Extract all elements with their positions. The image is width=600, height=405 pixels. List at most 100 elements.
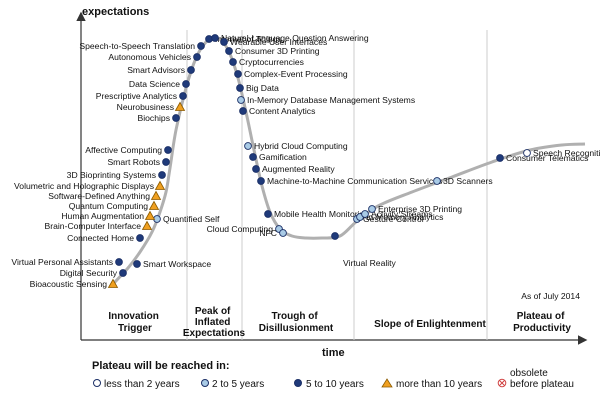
marker-machine-to-machine-communication-services	[257, 177, 265, 185]
label-nfc: NFC	[259, 228, 277, 238]
marker-big-data	[236, 84, 244, 92]
label-wearable-user-interfaces: Wearable User Interfaces	[230, 37, 327, 47]
marker-complex-event-processing	[234, 70, 242, 78]
marker-consumer-3d-printing	[225, 47, 233, 55]
label-human-augmentation: Human Augmentation	[61, 211, 144, 221]
label-speech-recognition: Speech Recognition	[533, 148, 600, 158]
marker-in-memory-database-management-systems	[237, 96, 245, 104]
marker-speech-to-speech-translation	[197, 42, 205, 50]
label-gesture-control: Gesture Control	[363, 214, 424, 224]
phase-label-slope: Slope of Enlightenment	[374, 319, 486, 330]
label-consumer-3d-printing: Consumer 3D Printing	[235, 46, 320, 56]
label-affective-computing: Affective Computing	[85, 145, 162, 155]
legend-title: Plateau will be reached in:	[92, 360, 230, 372]
legend-label-obsolete-line2: before plateau	[510, 379, 574, 390]
label-gamification: Gamification	[259, 152, 307, 162]
marker-neurobusiness	[174, 101, 186, 111]
label-volumetric-and-holographic-displays: Volumetric and Holographic Displays	[14, 181, 154, 191]
legend-marker-gt10	[381, 378, 393, 388]
legend-label-obsolete-line1: obsolete	[510, 368, 548, 379]
marker-biochips	[172, 114, 180, 122]
phase-label-trigger: Innovation Trigger	[108, 311, 161, 334]
y-axis-title: expectations	[82, 6, 149, 18]
legend-item-gt10: more than 10 years	[381, 378, 482, 390]
marker-virtual-personal-assistants	[115, 258, 123, 266]
marker-data-science	[182, 80, 190, 88]
marker-digital-security	[119, 269, 127, 277]
label-mobile-health-monitoring: Mobile Health Monitoring	[274, 209, 369, 219]
marker-volumetric-and-holographic-displays	[154, 180, 166, 190]
marker-connected-home	[136, 234, 144, 242]
marker-human-augmentation	[144, 210, 156, 220]
legend-marker-lt2	[93, 379, 101, 387]
legend-item-5to10: 5 to 10 years	[294, 379, 364, 390]
legend-label-2to5: 2 to 5 years	[212, 379, 264, 390]
legend-marker-5to10	[294, 379, 302, 387]
label-cryptocurrencies: Cryptocurrencies	[239, 57, 304, 67]
label-hybrid-cloud-computing: Hybrid Cloud Computing	[254, 141, 348, 151]
marker-bioacoustic-sensing	[107, 278, 119, 288]
marker-virtual-reality	[331, 232, 339, 240]
label-connected-home: Connected Home	[67, 233, 134, 243]
marker-smart-robots	[162, 158, 170, 166]
label-virtual-personal-assistants: Virtual Personal Assistants	[11, 257, 113, 267]
phase-label-trough: Trough of Disillusionment	[259, 311, 334, 334]
phase-label-peak: Peak of Inflated Expectations	[183, 306, 246, 339]
legend-label-lt2: less than 2 years	[104, 379, 180, 390]
marker-enterprise-3d-printing	[368, 205, 376, 213]
label-enterprise-3d-printing: Enterprise 3D Printing	[378, 204, 462, 214]
legend-label-5to10: 5 to 10 years	[306, 379, 364, 390]
marker-software-defined-anything	[150, 190, 162, 200]
marker-activity-streams	[361, 210, 369, 218]
marker-quantum-computing	[148, 200, 160, 210]
hype-curve	[111, 36, 586, 286]
label-prescriptive-analytics: Prescriptive Analytics	[96, 91, 177, 101]
label-virtual-reality: Virtual Reality	[343, 258, 397, 268]
label-natural-language-question-answering: Natural-Language Question Answering	[221, 33, 369, 43]
label-quantified-self: Quantified Self	[163, 214, 220, 224]
label-neurobusiness: Neurobusiness	[117, 102, 174, 112]
marker-augmented-reality	[252, 165, 260, 173]
label-bioacoustic-sensing: Bioacoustic Sensing	[30, 279, 108, 289]
legend-item-2to5: 2 to 5 years	[201, 379, 264, 390]
label-software-defined-anything: Software-Defined Anything	[48, 191, 150, 201]
label-speech-to-speech-translation: Speech-to-Speech Translation	[79, 41, 195, 51]
label-autonomous-vehicles: Autonomous Vehicles	[108, 52, 191, 62]
label-digital-security: Digital Security	[60, 268, 118, 278]
label-data-science: Data Science	[129, 79, 180, 89]
label-smart-advisors: Smart Advisors	[127, 65, 185, 75]
x-axis-title: time	[322, 347, 345, 359]
label-3d-bioprinting-systems: 3D Bioprinting Systems	[67, 170, 156, 180]
marker-nfc	[279, 229, 287, 237]
label-smart-robots: Smart Robots	[107, 157, 160, 167]
label-big-data: Big Data	[246, 83, 279, 93]
marker-brain-computer-interface	[141, 220, 153, 230]
legend-item-lt2: less than 2 years	[93, 379, 180, 390]
label-smart-workspace: Smart Workspace	[143, 259, 211, 269]
marker-prescriptive-analytics	[179, 92, 187, 100]
legend-marker-obsolete-cross	[499, 380, 505, 386]
marker-3d-bioprinting-systems	[158, 171, 166, 179]
label-biochips: Biochips	[138, 113, 170, 123]
label-quantum-computing: Quantum Computing	[69, 201, 149, 211]
label-brain-computer-interface: Brain-Computer Interface	[45, 221, 142, 231]
marker-natural-language-question-answering	[211, 34, 219, 42]
label-internet-of-things: Internet of Things	[215, 34, 282, 44]
label-complex-event-processing: Complex-Event Processing	[244, 69, 348, 79]
label-3d-scanners: 3D Scanners	[443, 176, 493, 186]
label-in-memory-database-management-systems: In-Memory Database Management Systems	[247, 95, 415, 105]
marker-consumer-telematics	[496, 154, 504, 162]
marker-smart-workspace	[133, 260, 141, 268]
label-consumer-telematics: Consumer Telematics	[506, 153, 588, 163]
marker-hybrid-cloud-computing	[244, 142, 252, 150]
marker-content-analytics	[239, 107, 247, 115]
legend: Plateau will be reached in: less than 2 …	[92, 360, 574, 390]
label-in-memory-analytics: In-Memory Analytics	[366, 212, 443, 222]
label-cloud-computing: Cloud Computing	[207, 224, 274, 234]
marker-3d-scanners	[433, 177, 441, 185]
label-machine-to-machine-communication-services: Machine-to-Machine Communication Service…	[267, 176, 442, 186]
label-activity-streams: Activity Streams	[371, 209, 433, 219]
marker-speech-recognition	[523, 149, 531, 157]
